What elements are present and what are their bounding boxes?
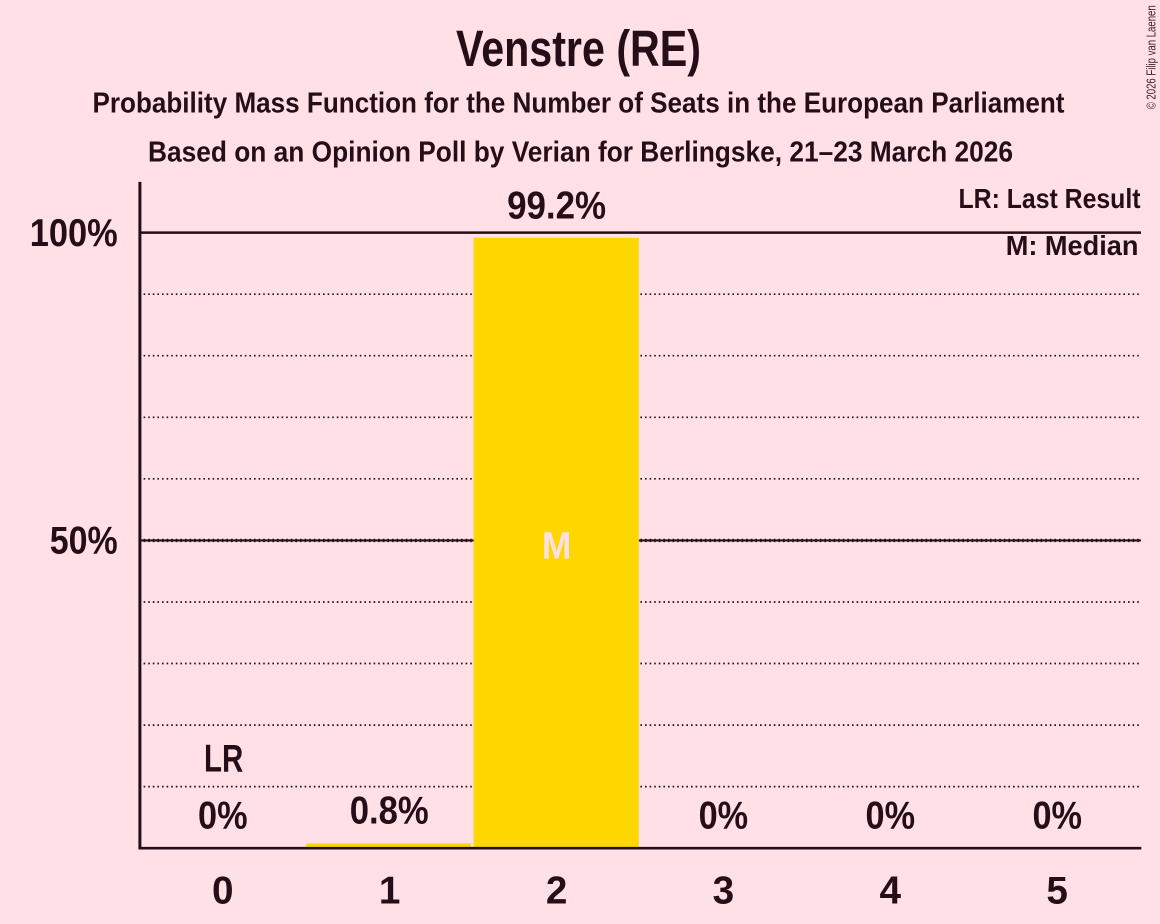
svg-text:3: 3: [713, 870, 735, 913]
svg-text:Probability Mass Function for: Probability Mass Function for the Number…: [93, 87, 1065, 119]
svg-text:0%: 0%: [866, 794, 916, 837]
svg-text:© 2026 Filip van Laenen: © 2026 Filip van Laenen: [1143, 5, 1158, 109]
svg-text:0: 0: [212, 870, 234, 913]
svg-text:Based on an Opinion Poll by Ve: Based on an Opinion Poll by Verian for B…: [148, 136, 1013, 168]
svg-text:0%: 0%: [699, 794, 749, 837]
svg-text:1: 1: [379, 870, 401, 913]
svg-text:Venstre (RE): Venstre (RE): [456, 20, 701, 77]
svg-text:4: 4: [880, 870, 902, 913]
svg-text:0%: 0%: [1032, 794, 1082, 837]
svg-text:99.2%: 99.2%: [507, 184, 606, 227]
svg-text:LR: LR: [204, 738, 243, 781]
svg-text:LR: Last Result: LR: Last Result: [959, 183, 1141, 214]
svg-text:0.8%: 0.8%: [350, 790, 429, 833]
svg-text:5: 5: [1046, 870, 1068, 913]
svg-text:M: M: [542, 525, 572, 567]
svg-text:2: 2: [546, 870, 568, 913]
svg-text:0%: 0%: [198, 794, 248, 837]
svg-text:50%: 50%: [50, 520, 118, 563]
svg-text:M: Median: M: Median: [1006, 230, 1139, 261]
svg-text:100%: 100%: [30, 212, 118, 255]
